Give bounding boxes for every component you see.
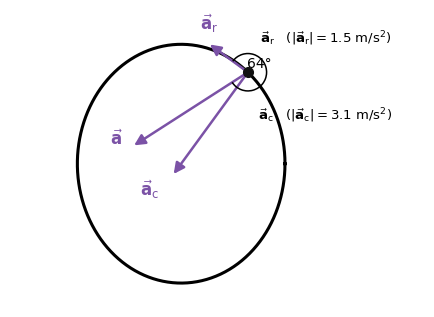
Text: $\vec{\mathbf{a}}_\mathrm{c}$   $(|\vec{\mathbf{a}}_\mathrm{c}| = 3.1\ \mathrm{m: $\vec{\mathbf{a}}_\mathrm{c}$ $(|\vec{\m… <box>258 107 391 125</box>
Text: $\vec{\mathbf{a}}_\mathrm{c}$: $\vec{\mathbf{a}}_\mathrm{c}$ <box>139 178 158 201</box>
Text: $\vec{\mathbf{a}}_\mathrm{r}$   $(|\vec{\mathbf{a}}_\mathrm{r}| = 1.5\ \mathrm{m: $\vec{\mathbf{a}}_\mathrm{r}$ $(|\vec{\m… <box>260 30 391 48</box>
Text: 64°: 64° <box>247 57 271 71</box>
Text: $\vec{\mathbf{a}}$: $\vec{\mathbf{a}}$ <box>110 130 123 149</box>
Text: $\vec{\mathbf{a}}_\mathrm{r}$: $\vec{\mathbf{a}}_\mathrm{r}$ <box>199 12 217 35</box>
